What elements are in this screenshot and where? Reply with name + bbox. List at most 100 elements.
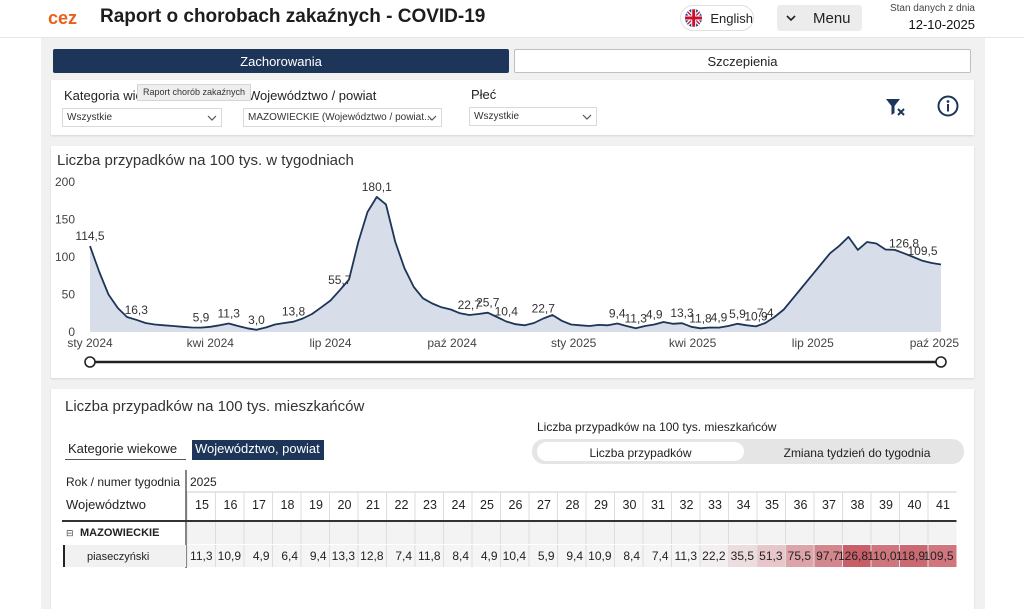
heat-cell[interactable] <box>272 545 302 567</box>
heat-cell[interactable] <box>899 545 929 567</box>
heat-cell[interactable] <box>871 545 900 567</box>
heat-cell[interactable] <box>757 545 786 567</box>
row-header-top: Rok / numer tygodnia <box>66 475 180 489</box>
data-label: 16,3 <box>125 303 149 317</box>
week-header: 30 <box>623 498 637 512</box>
y-tick-label: 150 <box>55 213 75 227</box>
heat-cell[interactable] <box>614 545 644 567</box>
metric-toggle: Liczba przypadków Zmiana tydzień do tygo… <box>532 439 964 464</box>
chevron-down-icon <box>786 15 796 22</box>
tab-region[interactable]: Województwo, powiat <box>192 440 324 460</box>
date-range-handle-start[interactable] <box>84 356 96 368</box>
date-range-handle-end[interactable] <box>935 356 947 368</box>
series-area <box>90 196 941 332</box>
heat-cell[interactable] <box>529 545 558 567</box>
tab-age-categories[interactable]: Kategorie wiekowe <box>65 440 186 460</box>
heat-cell-value: 22,2 <box>702 549 726 563</box>
tab-szczepienia[interactable]: Szczepienia <box>514 49 971 73</box>
heat-cell[interactable] <box>244 545 273 567</box>
week-header: 27 <box>537 498 551 512</box>
heat-cell[interactable] <box>928 545 957 567</box>
heat-cell[interactable] <box>814 545 843 567</box>
heat-cell-value: 11,3 <box>675 549 698 563</box>
toggle-option-cases[interactable]: Liczba przypadków <box>537 442 744 461</box>
tab-zachorowania[interactable]: Zachorowania <box>53 49 509 73</box>
data-label: 22,7 <box>532 302 556 316</box>
heat-cell[interactable] <box>842 545 872 567</box>
week-header: 21 <box>366 498 380 512</box>
heat-cell-value: 6,4 <box>281 549 298 563</box>
region-filter-select[interactable]: MAZOWIECKIE (Województwo / powiat... <box>243 108 442 127</box>
heat-cell-value: 8,4 <box>452 549 469 563</box>
language-button[interactable]: English <box>680 5 754 31</box>
heat-cell[interactable] <box>671 545 701 567</box>
data-state-label: Stan danych z dnia <box>889 3 975 14</box>
expand-icon[interactable]: ⊟ <box>66 529 74 539</box>
heat-cell[interactable] <box>301 545 330 567</box>
week-header: 19 <box>309 498 323 512</box>
y-tick-label: 50 <box>62 288 76 302</box>
heat-cell-value: 126,8 <box>838 549 868 563</box>
region-row-fill <box>187 522 957 544</box>
heat-cell-value: 7,4 <box>652 549 669 563</box>
tooltip: Raport chorób zakaźnych <box>137 84 252 101</box>
week-header: 32 <box>680 498 694 512</box>
data-label: 7,4 <box>757 306 774 320</box>
y-tick-label: 200 <box>55 175 75 189</box>
data-label: 126,8 <box>889 236 919 250</box>
data-label: 13,8 <box>282 305 306 319</box>
heat-cell[interactable] <box>557 545 587 567</box>
x-tick-label: paź 2025 <box>910 336 960 350</box>
y-tick-label: 0 <box>68 325 75 339</box>
data-label: 11,8 <box>689 311 712 325</box>
heat-cell[interactable] <box>443 545 473 567</box>
heat-cell[interactable] <box>472 545 501 567</box>
heat-cell[interactable] <box>643 545 672 567</box>
week-header: 16 <box>224 498 238 512</box>
data-state-date: 12-10-2025 <box>908 17 976 32</box>
heat-cell-value: 7,4 <box>395 549 412 563</box>
toggle-option-week-change[interactable]: Zmiana tydzień do tygodnia <box>783 446 931 460</box>
heat-cell-value: 9,4 <box>310 549 327 563</box>
heat-cell[interactable] <box>785 545 815 567</box>
heat-cell[interactable] <box>187 545 216 567</box>
x-tick-label: kwi 2024 <box>187 336 235 350</box>
heat-cell[interactable] <box>415 545 444 567</box>
heat-cell[interactable] <box>728 545 758 567</box>
sex-filter-select[interactable]: Wszystkie <box>469 107 597 126</box>
data-label: 109,5 <box>907 244 937 258</box>
metric-label: Liczba przypadków na 100 tys. mieszkańcó… <box>537 420 777 434</box>
heat-cell[interactable] <box>329 545 359 567</box>
table-title: Liczba przypadków na 100 tys. mieszkańcó… <box>65 398 365 415</box>
x-tick-label: paź 2024 <box>427 336 477 350</box>
heat-cell[interactable] <box>700 545 729 567</box>
week-header: 35 <box>765 498 779 512</box>
heat-cell[interactable] <box>500 545 530 567</box>
menu-button[interactable]: Menu <box>777 5 862 31</box>
data-label: 3,0 <box>248 313 265 327</box>
data-label: 25,7 <box>476 296 500 310</box>
heat-cell-value: 109,5 <box>923 549 953 563</box>
week-header: 15 <box>195 498 209 512</box>
heat-cell-value: 4,9 <box>253 549 270 563</box>
heat-cell-value: 11,3 <box>190 549 213 563</box>
district-row-label: piaseczyński <box>87 551 149 563</box>
heat-cell[interactable] <box>358 545 387 567</box>
heat-cell-value: 4,9 <box>481 549 498 563</box>
week-header: 24 <box>452 498 466 512</box>
heat-cell[interactable] <box>586 545 615 567</box>
week-header: 37 <box>822 498 836 512</box>
heat-cell-value: 10,4 <box>503 549 527 563</box>
data-label: 22,7 <box>458 298 482 312</box>
heat-cell-value: 118,9 <box>896 549 925 563</box>
age-filter-select[interactable]: Wszystkie <box>62 108 222 127</box>
clear-filters-icon[interactable] <box>885 97 907 117</box>
week-header: 29 <box>594 498 608 512</box>
chevron-down-icon <box>427 115 437 121</box>
heat-cell[interactable] <box>386 545 416 567</box>
heat-cell-value: 8,4 <box>623 549 640 563</box>
info-icon[interactable] <box>937 95 959 117</box>
sex-filter-label: Płeć <box>471 87 497 102</box>
chevron-down-icon <box>207 115 217 121</box>
heat-cell[interactable] <box>215 545 245 567</box>
